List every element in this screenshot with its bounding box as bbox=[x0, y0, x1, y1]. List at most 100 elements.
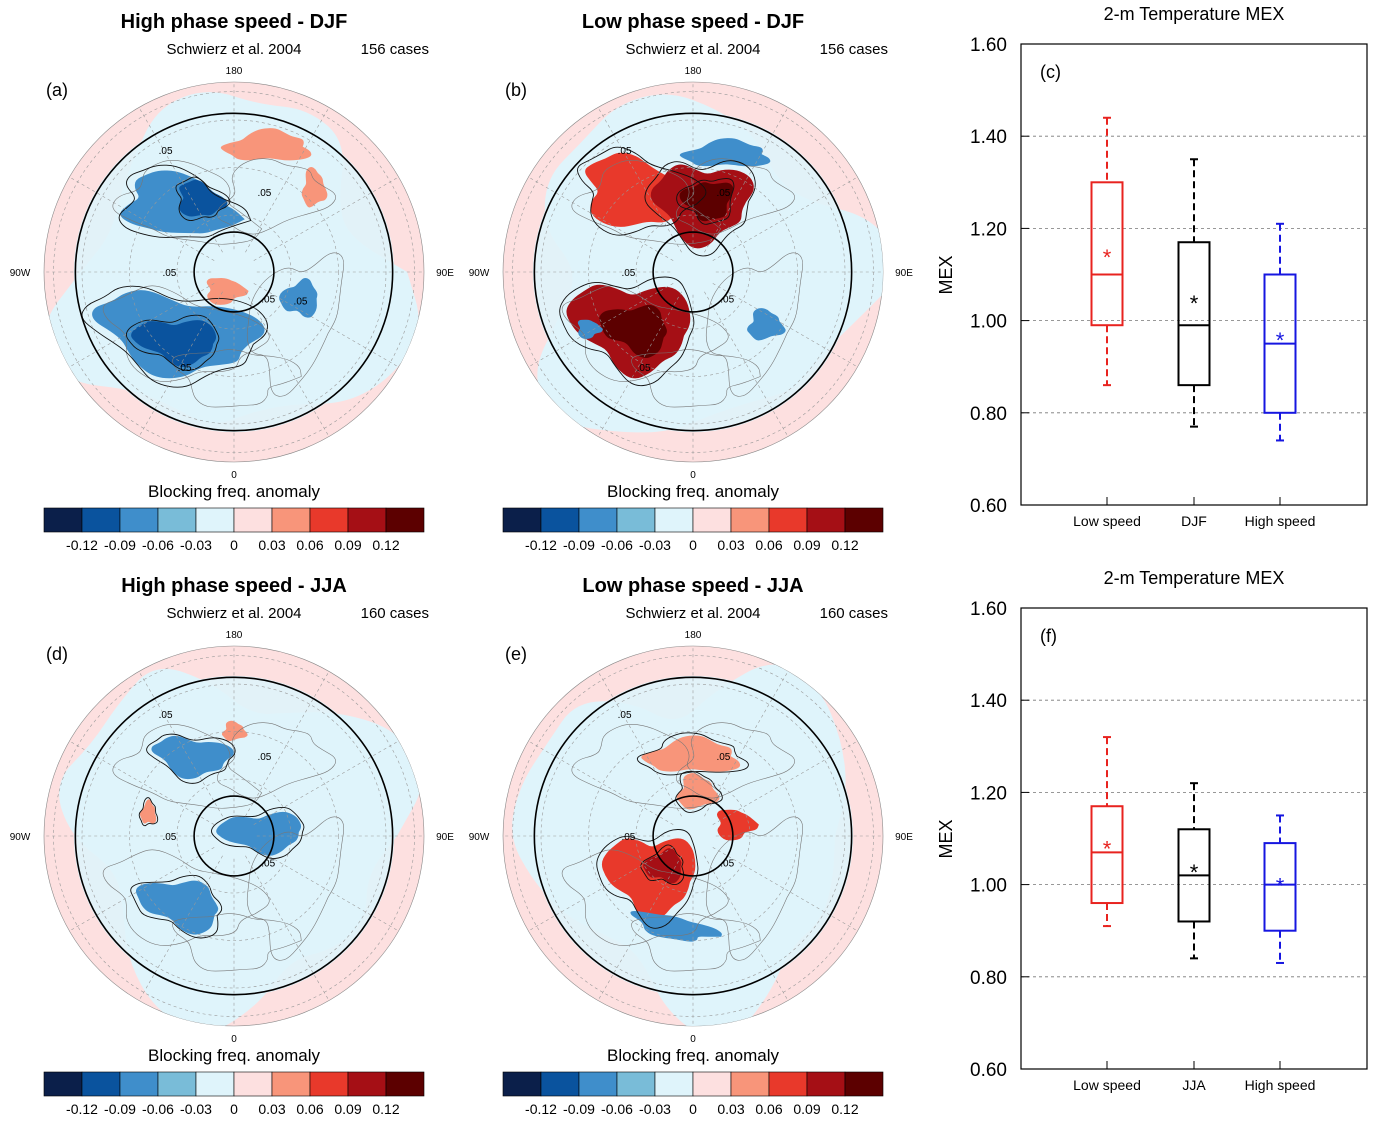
colorbar-tick-label: 0.06 bbox=[296, 537, 323, 553]
latitude-circle bbox=[176, 778, 292, 894]
meridian bbox=[704, 107, 789, 253]
graticule bbox=[503, 646, 883, 1026]
longitude-label-bottom: 0 bbox=[690, 1034, 696, 1045]
anomaly-region bbox=[716, 809, 759, 841]
meridian bbox=[245, 671, 330, 817]
anomaly-region bbox=[641, 735, 741, 772]
map-right-note: 160 cases bbox=[361, 605, 429, 622]
coastline bbox=[705, 816, 804, 961]
coastline bbox=[675, 722, 795, 799]
colorbar-swatch bbox=[844, 507, 884, 533]
contour-label: .05 bbox=[159, 710, 173, 721]
anomaly-region bbox=[577, 319, 603, 339]
contour-label: .05 bbox=[621, 832, 635, 843]
domain-circle bbox=[74, 112, 394, 432]
map-left-note: Schwierz et al. 2004 bbox=[166, 605, 301, 622]
box-1: * bbox=[1177, 158, 1211, 428]
contour-label: .05 bbox=[257, 188, 271, 199]
coastline bbox=[561, 849, 729, 946]
inner-circle bbox=[652, 795, 734, 877]
anomaly-region bbox=[679, 182, 734, 222]
anomaly-region bbox=[131, 320, 217, 368]
meridian bbox=[712, 740, 858, 825]
colorbar: -0.12 -0.09 -0.06 -0.03 0 0.03 0.06 0.09 0.12 bbox=[502, 507, 884, 553]
plot-area: 0.60 0.80 1.00 1.20 1.40 1.60 * Low speed * DJF * H… bbox=[970, 35, 1368, 529]
meridian bbox=[597, 107, 682, 253]
plot-frame bbox=[1020, 607, 1368, 1070]
colorbar-swatch bbox=[43, 507, 83, 533]
colorbar-caption: Blocking freq. anomaly bbox=[148, 482, 320, 501]
box-2: * bbox=[1263, 814, 1297, 964]
significance-contours bbox=[559, 146, 756, 387]
anomaly-layer bbox=[135, 720, 302, 935]
colorbar-swatch bbox=[730, 507, 770, 533]
meridian bbox=[138, 107, 223, 253]
coastline bbox=[216, 722, 336, 799]
colorbar-swatch bbox=[616, 1071, 656, 1097]
contour-line bbox=[676, 178, 735, 225]
colorbar-swatch bbox=[81, 507, 121, 533]
colorbar-tick-label: 0 bbox=[689, 1101, 697, 1117]
y-tick-label: 1.60 bbox=[970, 35, 1007, 56]
colorbar: -0.12 -0.09 -0.06 -0.03 0 0.03 0.06 0.09 0.12 bbox=[43, 1071, 425, 1117]
map-panel-b: Low phase speed - DJF Schwierz et al. 20… bbox=[469, 11, 914, 553]
contour-label: .05 bbox=[618, 146, 632, 157]
colorbar-tick-label: -0.12 bbox=[525, 537, 557, 553]
colorbar-tick-label: 0.06 bbox=[755, 537, 782, 553]
map-title: Low phase speed - DJF bbox=[582, 11, 804, 33]
contour-label: .05 bbox=[261, 294, 275, 305]
colorbar-swatch bbox=[233, 507, 273, 533]
y-tick-label: 0.60 bbox=[970, 496, 1007, 517]
colorbar-swatch bbox=[768, 1071, 808, 1097]
colorbar-swatch bbox=[157, 1071, 197, 1097]
longitude-label-right: 90E bbox=[436, 268, 454, 279]
anomaly-region bbox=[139, 799, 157, 824]
meridian bbox=[528, 847, 674, 932]
coastline bbox=[172, 913, 302, 972]
domain-circle bbox=[533, 112, 853, 432]
anomaly-region bbox=[216, 811, 302, 856]
meridian bbox=[712, 283, 858, 368]
x-tick-label: High speed bbox=[1245, 513, 1316, 529]
map-left-note: Schwierz et al. 2004 bbox=[166, 41, 301, 58]
anomaly-region bbox=[676, 773, 720, 810]
meridian bbox=[245, 291, 330, 437]
colorbar-swatch bbox=[385, 507, 425, 533]
contour-line bbox=[596, 829, 699, 929]
anomaly-region bbox=[179, 179, 228, 217]
colorbar-caption: Blocking freq. anomaly bbox=[607, 1046, 779, 1065]
contour-label: .05 bbox=[261, 858, 275, 869]
significance-contours bbox=[596, 732, 749, 929]
colorbar-swatch bbox=[309, 507, 349, 533]
longitude-label-right: 90E bbox=[895, 268, 913, 279]
panel-label: (a) bbox=[46, 80, 68, 100]
x-tick-label: DJF bbox=[1181, 513, 1207, 529]
colorbar-swatch bbox=[578, 507, 618, 533]
contour-line bbox=[577, 146, 707, 236]
map-right-note: 160 cases bbox=[820, 605, 888, 622]
box-2: * bbox=[1263, 222, 1297, 442]
contour-label: .05 bbox=[294, 296, 308, 307]
colorbar-swatch bbox=[195, 507, 235, 533]
polar-map: .05 .05 .05 .05 bbox=[502, 645, 884, 1027]
meridian bbox=[704, 855, 789, 1001]
contour-label: .05 bbox=[162, 832, 176, 843]
meridian bbox=[597, 291, 682, 437]
longitude-label-top: 180 bbox=[226, 630, 243, 641]
colorbar-swatch bbox=[119, 1071, 159, 1097]
colorbar-swatch bbox=[157, 507, 197, 533]
coastline-layer bbox=[561, 158, 804, 408]
box-iqr bbox=[1090, 181, 1124, 327]
coastline bbox=[102, 849, 270, 946]
anomaly-region bbox=[630, 911, 722, 942]
map-panel-a: High phase speed - DJF Schwierz et al. 2… bbox=[10, 11, 455, 553]
y-tick-label: 1.40 bbox=[970, 691, 1007, 712]
colorbar-tick-label: 0 bbox=[230, 1101, 238, 1117]
colorbar-swatch bbox=[540, 507, 580, 533]
coastline bbox=[246, 252, 345, 397]
anomaly-layer bbox=[601, 735, 759, 942]
meridian bbox=[597, 671, 682, 817]
contour-line bbox=[640, 844, 685, 886]
y-axis-label: MEX bbox=[936, 819, 956, 858]
colorbar-tick-label: -0.06 bbox=[601, 537, 633, 553]
